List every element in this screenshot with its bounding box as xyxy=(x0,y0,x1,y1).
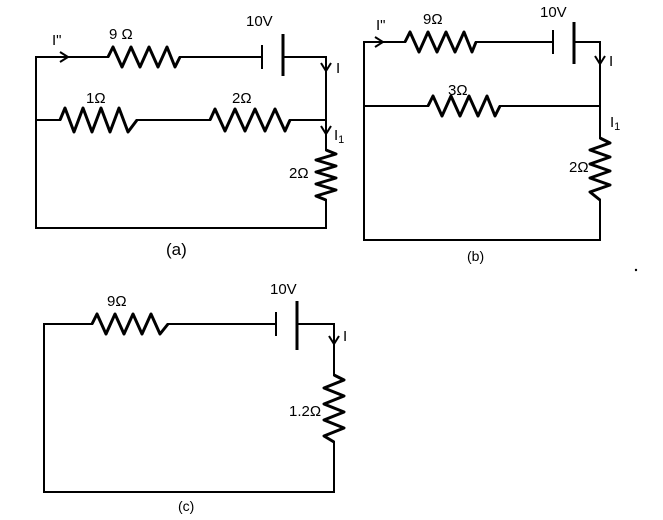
circuit-b-arrow-in xyxy=(374,36,385,48)
circuit-c-arrow-main xyxy=(328,335,340,346)
circuit-b-resistor-9 xyxy=(403,30,478,54)
circuit-a-top-wire xyxy=(35,56,327,229)
circuit-b-label-r-series: 9Ω xyxy=(423,11,443,28)
circuit-b-label-current-branch: I1 xyxy=(610,114,620,133)
circuit-c-resistor-1-2 xyxy=(322,373,346,444)
circuit-c-label-current-main: I xyxy=(343,328,347,345)
circuit-a-label-battery: 10V xyxy=(246,13,273,30)
circuit-b-label-current-main: I xyxy=(609,53,613,70)
circuit-c-label-r-series: 9Ω xyxy=(107,293,127,310)
circuit-b-label-r-right: 2Ω xyxy=(569,159,589,176)
circuit-a-arrow-in xyxy=(59,51,70,63)
circuit-c-label-battery: 10V xyxy=(270,281,297,298)
circuit-c-label-r-right: 1.2Ω xyxy=(289,403,321,420)
stray-dot xyxy=(634,268,638,272)
circuit-a-label-r-mid: 2Ω xyxy=(232,90,252,107)
circuit-c-wire xyxy=(43,323,335,493)
circuit-a-resistor-2-mid xyxy=(208,107,292,133)
circuit-a-arrow-branch xyxy=(320,125,332,136)
circuit-a-label-r-left: 1Ω xyxy=(86,90,106,107)
circuit-b-arrow-main xyxy=(594,55,606,66)
circuit-b-resistor-3 xyxy=(426,94,502,118)
circuit-a-resistor-9 xyxy=(106,45,182,69)
circuit-a-caption: (a) xyxy=(166,240,187,259)
circuit-a-label-r-series: 9 Ω xyxy=(109,26,133,43)
circuit-b-label-battery: 10V xyxy=(540,4,567,21)
circuit-b: I" 9Ω 10V I 3Ω I1 2Ω (b) xyxy=(363,4,620,264)
circuit-b-label-r-parallel: 3Ω xyxy=(448,82,468,99)
circuit-b-caption: (b) xyxy=(467,248,484,264)
circuit-b-resistor-2 xyxy=(588,136,612,202)
circuit-a-resistor-1 xyxy=(58,106,139,134)
circuit-a-label-r-right: 2Ω xyxy=(289,165,309,182)
circuit-c-caption: (c) xyxy=(178,498,194,514)
circuit-a: I" 9 Ω 10V I 1Ω 2Ω I1 2Ω (a) xyxy=(35,13,344,259)
circuit-b-label-current-in: I" xyxy=(376,17,386,34)
circuit-a-label-current-branch: I1 xyxy=(334,127,344,146)
circuit-a-label-current-main: I xyxy=(336,60,340,77)
circuit-a-label-current-in: I" xyxy=(52,32,62,49)
circuit-b-wire xyxy=(363,41,601,241)
circuit-c-resistor-9 xyxy=(90,312,170,336)
circuit-c: 9Ω 10V I 1.2Ω (c) xyxy=(43,281,347,514)
circuit-a-resistor-2-right xyxy=(314,148,338,202)
circuit-a-arrow-main xyxy=(320,62,332,73)
